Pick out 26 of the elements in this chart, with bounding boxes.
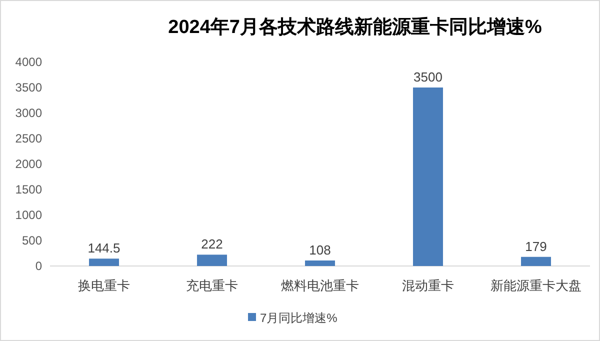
data-label: 108 [309,242,331,258]
chart-title: 2024年7月各技术路线新能源重卡同比增速% [168,16,542,38]
bar [305,260,335,266]
x-tick-label: 新能源重卡大盘 [490,279,582,294]
data-label: 3500 [414,70,442,84]
bar [197,254,227,266]
legend-label: 7月同比增速% [260,311,338,325]
bar [89,258,119,266]
data-label: 179 [525,238,547,254]
y-tick-label: 3500 [15,80,42,94]
data-label: 144.5 [88,240,120,256]
x-tick-label: 燃料电池重卡 [281,279,359,294]
x-tick-label: 混动重卡 [402,279,454,294]
bar [521,256,551,266]
y-tick-label: 0 [35,259,42,273]
y-tick-label: 2000 [15,157,42,171]
y-tick-label: 1500 [15,182,42,196]
y-tick-label: 1000 [15,208,42,222]
y-tick-label: 2500 [15,132,42,146]
x-tick-label: 换电重卡 [78,279,130,294]
data-label: 222 [201,236,223,252]
bar [413,88,443,266]
y-tick-label: 3000 [15,106,42,120]
y-tick-label: 500 [22,234,42,248]
x-tick-label: 充电重卡 [186,279,238,294]
y-tick-label: 4000 [15,55,42,69]
